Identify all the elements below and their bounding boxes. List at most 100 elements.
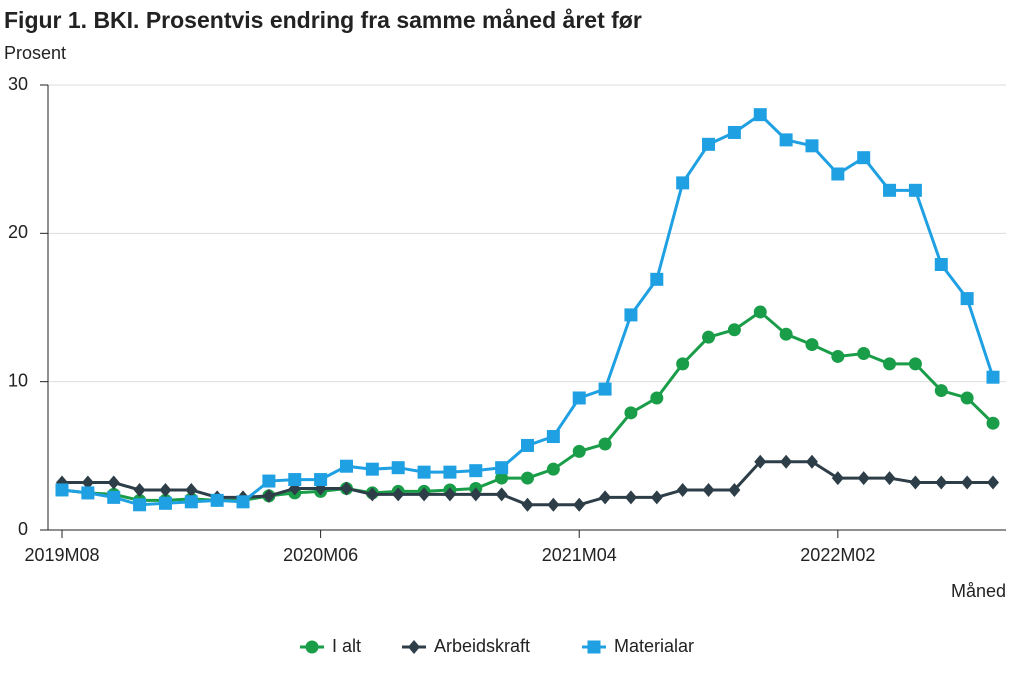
x-tick-label: 2021M04 bbox=[542, 545, 617, 565]
y-axis-label: Prosent bbox=[4, 43, 66, 63]
marker bbox=[805, 454, 818, 469]
marker bbox=[702, 330, 716, 344]
x-tick-label: 2019M08 bbox=[24, 545, 99, 565]
marker bbox=[650, 391, 664, 405]
marker bbox=[547, 497, 560, 512]
marker bbox=[805, 139, 819, 153]
marker bbox=[857, 471, 870, 486]
marker bbox=[573, 497, 586, 512]
marker bbox=[986, 416, 1000, 430]
marker bbox=[624, 308, 638, 322]
marker bbox=[960, 391, 974, 405]
marker bbox=[443, 465, 457, 479]
marker bbox=[961, 475, 974, 490]
marker bbox=[676, 357, 690, 371]
marker bbox=[339, 459, 353, 473]
marker bbox=[650, 272, 664, 286]
marker bbox=[262, 488, 275, 503]
marker bbox=[133, 482, 146, 497]
x-tick-label: 2022M02 bbox=[800, 545, 875, 565]
marker bbox=[572, 391, 586, 405]
marker bbox=[391, 461, 405, 475]
marker bbox=[624, 490, 637, 505]
marker bbox=[521, 497, 534, 512]
y-tick-label: 10 bbox=[8, 370, 28, 390]
marker bbox=[546, 462, 560, 476]
y-tick-label: 0 bbox=[18, 519, 28, 539]
marker bbox=[495, 487, 508, 502]
marker bbox=[158, 496, 172, 510]
marker bbox=[392, 487, 405, 502]
marker bbox=[754, 454, 767, 469]
marker bbox=[753, 305, 767, 319]
marker bbox=[185, 482, 198, 497]
marker bbox=[650, 490, 663, 505]
marker bbox=[934, 384, 948, 398]
y-tick-label: 20 bbox=[8, 222, 28, 242]
marker bbox=[857, 346, 871, 360]
marker bbox=[469, 464, 483, 478]
marker bbox=[443, 487, 456, 502]
chart-title: Figur 1. BKI. Prosentvis endring fra sam… bbox=[4, 7, 642, 33]
marker bbox=[418, 487, 431, 502]
marker bbox=[305, 640, 319, 654]
marker bbox=[495, 471, 509, 485]
marker bbox=[805, 338, 819, 352]
x-axis-label: Måned bbox=[951, 581, 1006, 601]
marker bbox=[676, 176, 690, 190]
legend-label: I alt bbox=[332, 636, 361, 656]
marker bbox=[598, 437, 612, 451]
marker bbox=[314, 473, 328, 487]
marker bbox=[107, 475, 120, 490]
marker bbox=[408, 640, 420, 654]
marker bbox=[702, 482, 715, 497]
marker bbox=[624, 406, 638, 420]
marker bbox=[831, 167, 845, 181]
marker bbox=[598, 382, 612, 396]
marker bbox=[184, 495, 198, 509]
marker bbox=[521, 471, 534, 485]
marker bbox=[779, 327, 793, 341]
marker bbox=[236, 495, 250, 509]
marker bbox=[495, 461, 509, 475]
marker bbox=[909, 475, 922, 490]
marker bbox=[727, 323, 741, 337]
marker bbox=[727, 125, 741, 139]
marker bbox=[546, 430, 560, 444]
marker bbox=[676, 482, 689, 497]
marker bbox=[883, 471, 896, 486]
marker bbox=[210, 493, 224, 507]
marker bbox=[107, 490, 121, 504]
marker bbox=[288, 473, 302, 487]
marker bbox=[572, 444, 586, 458]
x-tick-label: 2020M06 bbox=[283, 545, 358, 565]
marker bbox=[469, 487, 482, 502]
marker bbox=[159, 482, 172, 497]
legend-label: Arbeidskraft bbox=[434, 636, 530, 656]
marker bbox=[857, 151, 871, 165]
marker bbox=[831, 471, 844, 486]
marker bbox=[133, 498, 147, 512]
marker bbox=[908, 357, 922, 371]
legend-label: Materialar bbox=[614, 636, 694, 656]
marker bbox=[365, 462, 379, 476]
marker bbox=[779, 133, 793, 147]
marker bbox=[831, 349, 845, 363]
marker bbox=[908, 183, 922, 197]
marker bbox=[702, 137, 716, 151]
marker bbox=[960, 292, 974, 306]
marker bbox=[521, 438, 534, 452]
marker bbox=[340, 481, 353, 496]
marker bbox=[883, 183, 897, 197]
marker bbox=[262, 474, 276, 488]
marker bbox=[81, 486, 95, 500]
marker bbox=[81, 475, 94, 490]
marker bbox=[780, 454, 793, 469]
y-tick-label: 30 bbox=[8, 74, 28, 94]
marker bbox=[728, 482, 741, 497]
marker bbox=[599, 490, 612, 505]
marker bbox=[753, 108, 767, 122]
marker bbox=[55, 483, 69, 497]
marker bbox=[986, 370, 1000, 384]
